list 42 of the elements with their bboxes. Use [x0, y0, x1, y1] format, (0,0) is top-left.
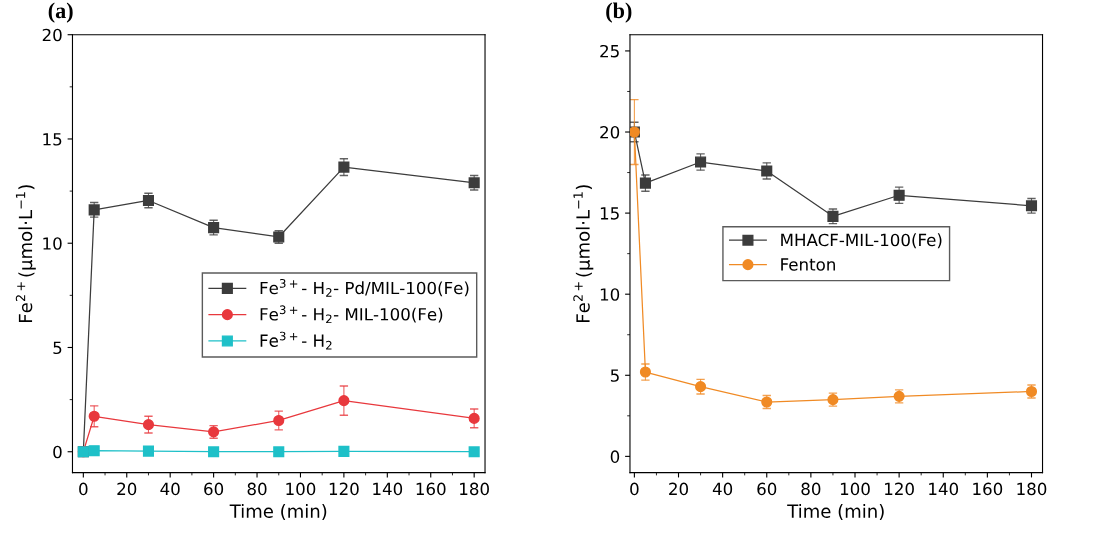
x-axis-title: Time (min) [787, 504, 884, 521]
x-tick-label: 120 [329, 482, 359, 496]
y-tick-label: 5 [610, 369, 619, 382]
x-tick-label: 120 [885, 482, 914, 496]
x-tick-label: 0 [630, 482, 639, 496]
x-tick-label: 160 [973, 482, 1003, 496]
y-tick-label: 0 [610, 450, 620, 463]
y-tick-label: 20 [42, 28, 62, 42]
x-axis-title: Time (min) [229, 504, 327, 521]
x-tick-label: 60 [204, 482, 224, 496]
x-tick-label: 40 [712, 482, 733, 496]
y-axis-title: Fe$^{2+}$(μmol·L$^{−1}$) [573, 185, 594, 322]
chart-title: (b) [606, 2, 632, 23]
x-tick-label: 180 [460, 482, 489, 496]
y-tick-label: 10 [43, 237, 62, 250]
x-tick-label: 100 [286, 482, 316, 496]
y-tick-label: 5 [53, 341, 62, 355]
x-tick-label: 100 [840, 482, 870, 496]
x-tick-label: 60 [757, 482, 777, 496]
y-tick-label: 0 [53, 445, 62, 459]
y-tick-label: 15 [43, 133, 62, 146]
x-tick-label: 80 [247, 482, 267, 496]
y-tick-label: 25 [600, 44, 619, 58]
x-tick-label: 140 [929, 482, 959, 496]
x-tick-label: 140 [373, 482, 403, 496]
legend-label: MHACF-MIL-100(Fe) [781, 233, 942, 249]
chart-title: (a) [48, 2, 73, 23]
legend-label: Fe$^{3+}$- H$_{2}$- Pd/MIL-100(Fe) [260, 278, 469, 297]
x-tick-label: 0 [79, 482, 88, 496]
x-tick-label: 20 [669, 482, 689, 496]
x-tick-label: 80 [801, 482, 821, 496]
x-tick-label: 160 [416, 482, 446, 496]
legend-label: Fe$^{3+}$- H$_{2}$- MIL-100(Fe) [260, 305, 443, 324]
legend-label: Fe$^{3+}$- H$_{2}$ [260, 331, 332, 350]
y-tick-label: 15 [600, 207, 619, 220]
x-tick-label: 180 [1017, 482, 1047, 496]
y-axis-title: Fe$^{2+}$(μmol·L$^{−1}$) [15, 185, 36, 322]
x-tick-label: 20 [117, 482, 137, 496]
legend-label: Fenton [781, 258, 835, 271]
x-tick-label: 40 [160, 482, 180, 496]
y-tick-label: 20 [600, 125, 620, 139]
y-tick-label: 10 [600, 288, 620, 301]
